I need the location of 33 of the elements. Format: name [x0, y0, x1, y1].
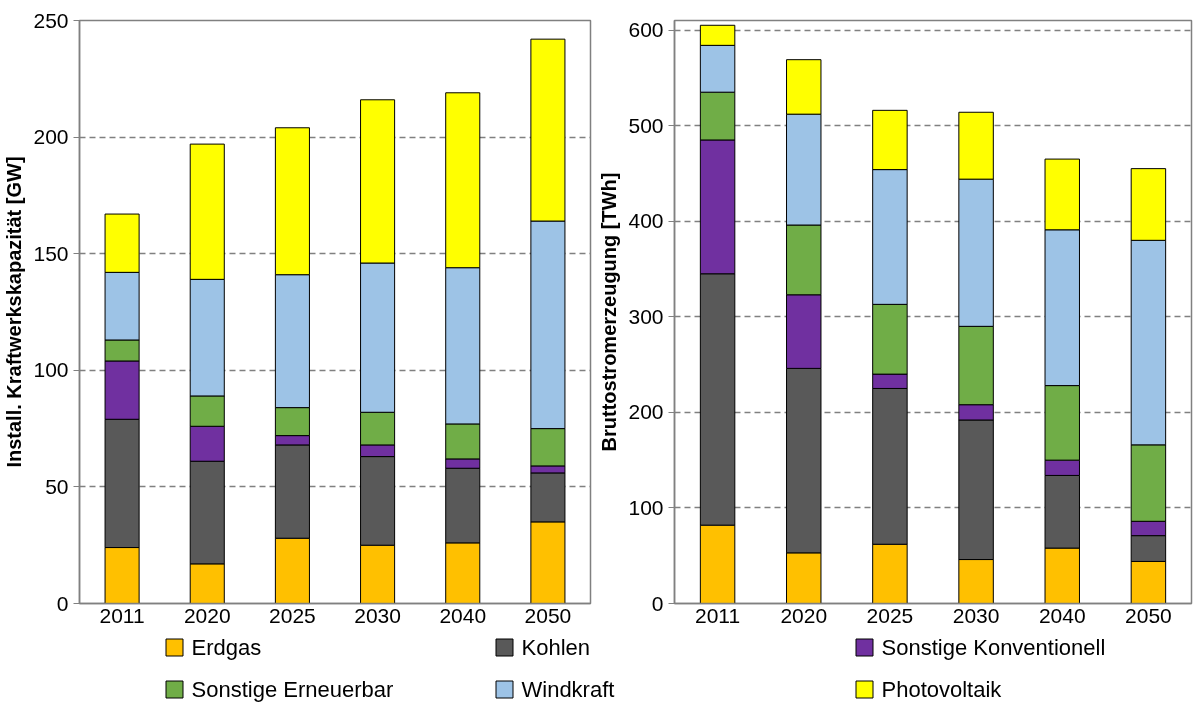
x-tick-label: 2011: [99, 603, 145, 627]
y-tick-label: 200: [33, 125, 69, 149]
y-tick-label: 0: [56, 591, 69, 615]
x-tick-label: 2030: [952, 603, 1000, 627]
y-tick-label: 600: [628, 18, 664, 42]
legend-label: Sonstige Erneuerbar: [191, 677, 394, 702]
x-tick-label: 2050: [524, 603, 572, 627]
x-tick-label: 2050: [1125, 603, 1172, 627]
x-tick-label: 2020: [780, 603, 828, 627]
legend-label: Sonstige Konventionell: [881, 635, 1106, 660]
y-tick-label: 0: [651, 591, 664, 615]
y-tick-label: 150: [33, 241, 69, 265]
y-tick-label: 400: [628, 209, 664, 233]
x-tick-label: 2011: [695, 603, 741, 627]
y-tick-label: 100: [628, 495, 664, 519]
x-tick-label: 2040: [439, 603, 487, 627]
legend-label: Windkraft: [521, 677, 615, 702]
y-axis-title: Install. Kraftwerkskapazität [GW]: [3, 156, 26, 468]
legend-label: Photovoltaik: [881, 677, 1003, 702]
legend-label: Erdgas: [191, 635, 262, 660]
y-tick-label: 250: [33, 8, 69, 32]
y-tick-label: 500: [628, 113, 664, 137]
y-tick-label: 200: [628, 400, 664, 424]
y-tick-label: 50: [45, 474, 69, 498]
y-axis-title: Bruttostromerzeugung [TWh]: [598, 172, 621, 452]
x-tick-label: 2020: [183, 603, 231, 627]
legend-label: Kohlen: [521, 635, 591, 660]
x-tick-label: 2025: [269, 603, 316, 627]
y-tick-label: 100: [33, 358, 69, 382]
x-tick-label: 2040: [1038, 603, 1086, 627]
x-tick-label: 2030: [354, 603, 401, 627]
y-tick-label: 300: [628, 304, 664, 328]
x-tick-label: 2025: [866, 603, 914, 627]
